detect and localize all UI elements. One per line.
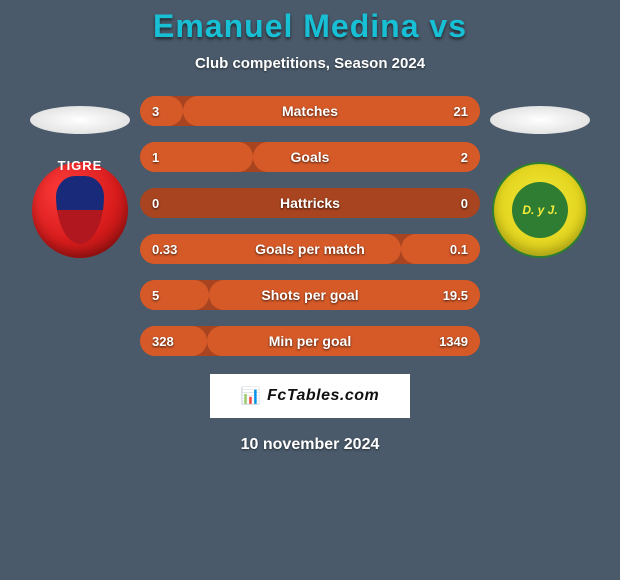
- stat-right-value: 2: [461, 150, 468, 165]
- club-badge-right: D. y J.: [492, 162, 588, 258]
- stat-bar: 0 0 Hattricks: [140, 188, 480, 218]
- left-player-column: TIGRE: [20, 96, 140, 258]
- club-badge-right-text: D. y J.: [512, 182, 568, 238]
- club-badge-left: TIGRE: [32, 162, 128, 258]
- date-label: 10 november 2024: [241, 436, 380, 454]
- stat-right-value: 0.1: [450, 242, 468, 257]
- stat-right-value: 1349: [439, 334, 468, 349]
- right-player-column: D. y J.: [480, 96, 600, 258]
- stat-bar: 0.33 0.1 Goals per match: [140, 234, 480, 264]
- stat-label: Goals per match: [255, 241, 365, 257]
- stats-bars: 3 21 Matches 1 2 Goals 0 0 Hattricks 0.33 0.1 Goals…: [140, 96, 480, 356]
- stat-left-value: 0.33: [152, 242, 177, 257]
- stat-fill-right: [401, 234, 480, 264]
- club-badge-left-text: TIGRE: [32, 158, 128, 173]
- stat-right-value: 19.5: [443, 288, 468, 303]
- player-photo-placeholder-left: [30, 106, 130, 134]
- stat-label: Goals: [291, 149, 330, 165]
- watermark-text: FcTables.com: [267, 387, 379, 405]
- stat-right-value: 0: [461, 196, 468, 211]
- subtitle: Club competitions, Season 2024: [195, 55, 425, 72]
- stat-fill-left: [140, 96, 183, 126]
- page-title: Emanuel Medina vs: [153, 8, 467, 45]
- stat-fill-right: [253, 142, 480, 172]
- stat-fill-left: [140, 280, 209, 310]
- stat-bar: 5 19.5 Shots per goal: [140, 280, 480, 310]
- player-photo-placeholder-right: [490, 106, 590, 134]
- watermark: 📊 FcTables.com: [210, 374, 410, 418]
- stat-left-value: 3: [152, 104, 159, 119]
- stat-label: Min per goal: [269, 333, 351, 349]
- comparison-card: Emanuel Medina vs Club competitions, Sea…: [0, 0, 620, 580]
- main-row: TIGRE 321Matches12Goals00Hattricks0.330.…: [0, 96, 620, 356]
- chart-icon: 📊: [241, 386, 261, 406]
- stat-bar: 1 2 Goals: [140, 142, 480, 172]
- stat-label: Matches: [282, 103, 338, 119]
- stat-label: Shots per goal: [261, 287, 358, 303]
- stat-right-value: 21: [454, 104, 468, 119]
- stat-bar: 328 1349 Min per goal: [140, 326, 480, 356]
- stat-label: Hattricks: [280, 195, 340, 211]
- stat-left-value: 328: [152, 334, 174, 349]
- stat-left-value: 1: [152, 150, 159, 165]
- stat-left-value: 0: [152, 196, 159, 211]
- stat-left-value: 5: [152, 288, 159, 303]
- stat-bar: 3 21 Matches: [140, 96, 480, 126]
